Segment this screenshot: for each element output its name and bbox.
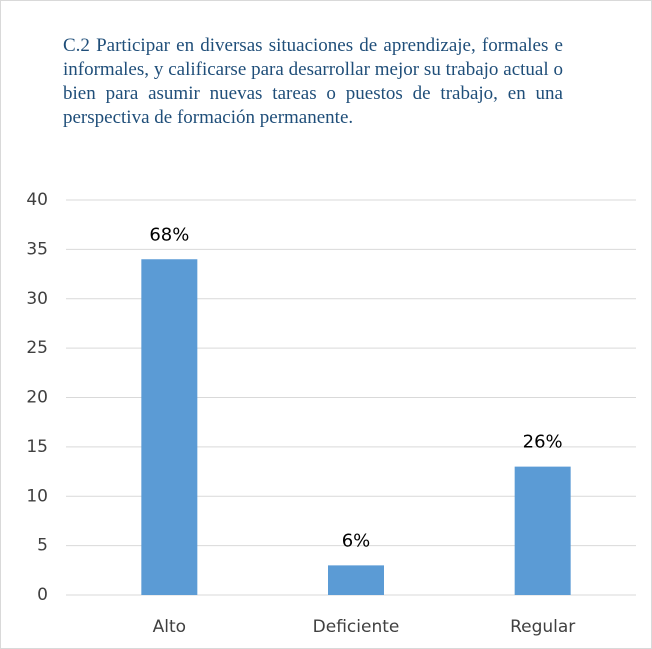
y-tick-label: 15 [26,437,48,457]
bar [141,259,198,595]
y-tick-label: 25 [26,338,48,358]
bar [514,466,571,595]
y-tick-label: 35 [26,239,48,259]
y-tick-label: 5 [37,536,48,556]
y-tick-label: 20 [26,388,48,408]
x-tick-label: Deficiente [313,617,400,637]
chart-title: C.2 Participar en diversas situaciones d… [63,35,563,128]
data-label: 26% [523,432,563,453]
x-tick-label: Regular [510,617,575,637]
data-label: 6% [342,530,371,551]
bar [328,565,384,595]
data-label: 68% [149,224,189,245]
x-tick-label: Alto [153,617,186,637]
y-tick-label: 10 [26,486,48,506]
y-tick-label: 40 [26,190,48,210]
y-tick-label: 0 [37,585,48,605]
y-tick-label: 30 [26,289,48,309]
